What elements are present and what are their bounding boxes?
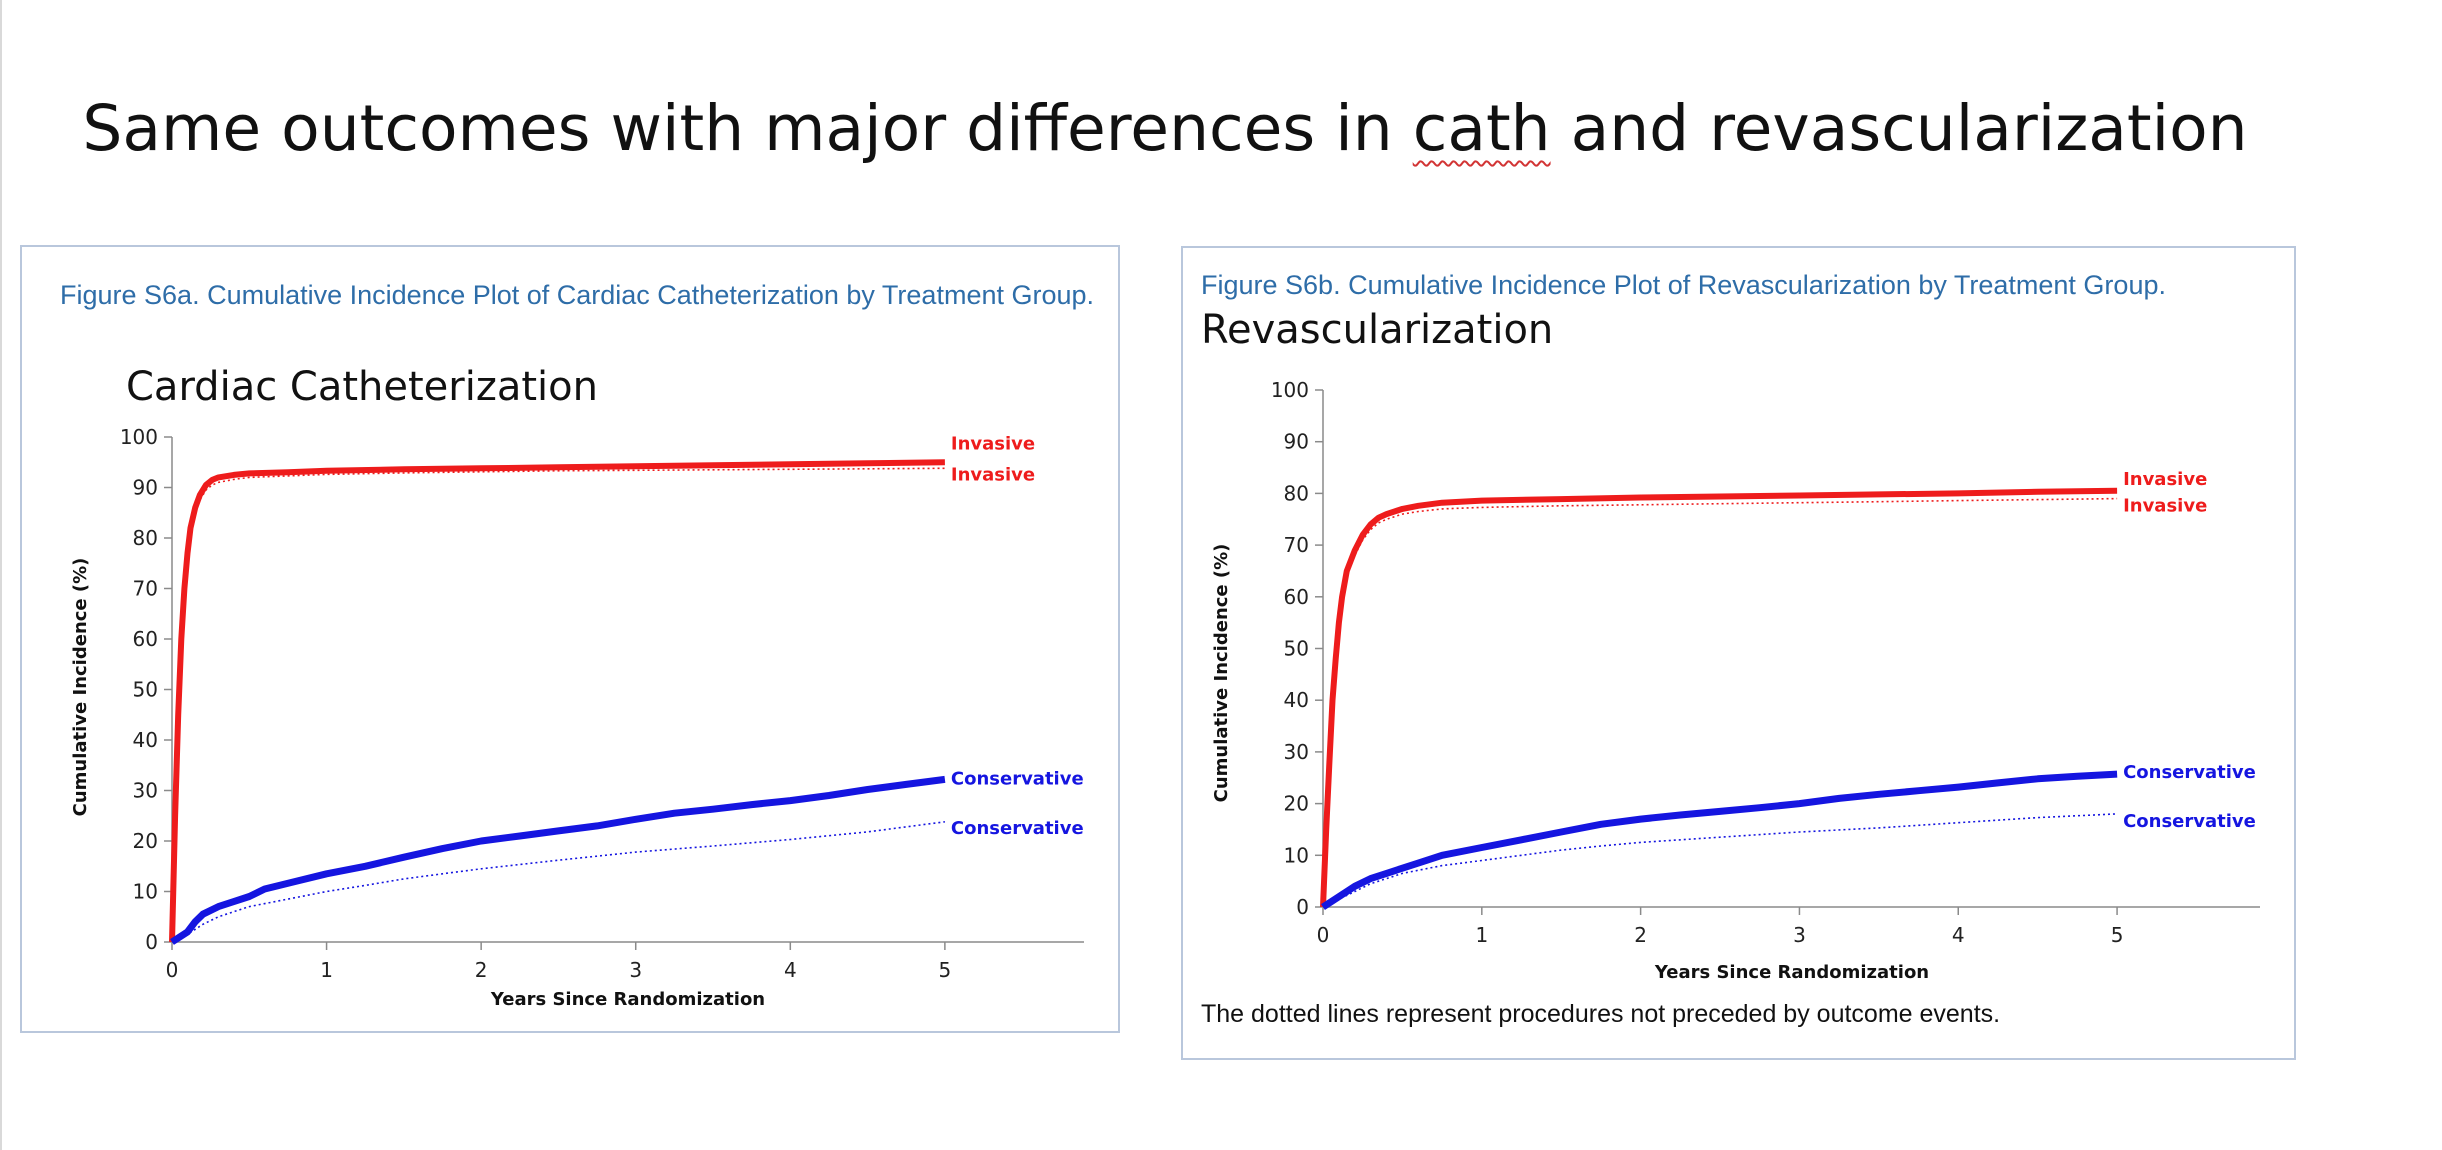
y-tick-label: 20 [133,829,158,853]
series-line-conservative-solid [1321,770,2118,910]
x-tick-label: 4 [1952,923,1965,947]
series-line-invasive-dotted [171,467,945,943]
chart-svg-cardiac-catheterization: Figure S6a. Cumulative Incidence Plot of… [60,280,1094,1010]
y-tick-label: 40 [1284,688,1309,712]
y-tick-label: 50 [133,678,158,702]
y-tick-label: 90 [133,476,158,500]
y-tick-label: 50 [1284,637,1309,661]
y-tick-label: 20 [1284,792,1309,816]
y-tick-label: 0 [1296,895,1309,919]
slide-title-part-2: and revascularization [1550,92,2248,165]
y-tick-label: 70 [133,577,158,601]
series-line-invasive-solid [1320,487,2118,908]
x-tick-label: 3 [1793,923,1806,947]
y-tick-label: 70 [1284,533,1309,557]
x-tick-label: 2 [475,958,488,982]
y-tick-label: 90 [1284,430,1309,454]
left-edge-line [0,0,2,1150]
figure-caption: Figure S6a. Cumulative Incidence Plot of… [60,280,1094,310]
chart-title: Revascularization [1201,307,1553,353]
x-tick-label: 5 [2111,923,2124,947]
series-label-invasive-dotted: Invasive [2123,496,2207,517]
slide-title-cath: cath [1412,92,1551,165]
figure-caption: Figure S6b. Cumulative Incidence Plot of… [1201,270,2166,300]
x-tick-label: 0 [166,958,179,982]
series-line-conservative-dotted [171,821,946,943]
y-tick-label: 80 [133,526,158,550]
y-tick-label: 100 [120,425,158,449]
x-tick-label: 0 [1317,923,1330,947]
series-label-invasive-dotted: Invasive [951,464,1035,485]
x-axis-label: Years Since Randomization [490,989,765,1010]
series-label-invasive-solid: Invasive [2123,469,2207,490]
slide-title-part-1: Same outcomes with major differences in [82,92,1413,165]
y-tick-label: 60 [1284,585,1309,609]
y-axis-label: Cumulative Incidence (%) [1211,544,1232,803]
y-tick-label: 60 [133,627,158,651]
y-tick-label: 100 [1271,378,1309,402]
x-tick-label: 4 [784,958,797,982]
x-tick-label: 3 [629,958,642,982]
series-line-invasive-dotted [1322,497,2118,908]
y-tick-label: 80 [1284,481,1309,505]
y-tick-label: 10 [133,880,158,904]
footnote: The dotted lines represent procedures no… [1201,1000,2000,1028]
series-line-invasive-solid [169,459,945,943]
figure-panel-s6a: Figure S6a. Cumulative Incidence Plot of… [20,245,1120,1033]
slide-title: Same outcomes with major differences in … [0,92,2330,165]
series-label-conservative-solid: Conservative [951,768,1084,789]
x-tick-label: 1 [320,958,333,982]
series-label-invasive-solid: Invasive [951,433,1035,454]
series-label-conservative-solid: Conservative [2123,762,2256,783]
y-tick-label: 30 [133,779,158,803]
chart-svg-revascularization: Figure S6b. Cumulative Incidence Plot of… [1201,270,2260,1028]
series-line-conservative-dotted [1322,813,2118,908]
y-tick-label: 0 [145,930,158,954]
y-axis-label: Cumulative Incidence (%) [70,558,91,817]
chart-title: Cardiac Catheterization [126,364,598,410]
series-label-conservative-dotted: Conservative [951,818,1084,839]
x-tick-label: 2 [1634,923,1647,947]
y-tick-label: 40 [133,728,158,752]
x-tick-label: 1 [1475,923,1488,947]
figure-panel-s6b: Figure S6b. Cumulative Incidence Plot of… [1181,246,2296,1060]
y-tick-label: 30 [1284,740,1309,764]
y-tick-label: 10 [1284,843,1309,867]
series-label-conservative-dotted: Conservative [2123,811,2256,832]
series-line-conservative-solid [170,775,946,945]
x-axis-label: Years Since Randomization [1654,962,1929,983]
x-tick-label: 5 [939,958,952,982]
